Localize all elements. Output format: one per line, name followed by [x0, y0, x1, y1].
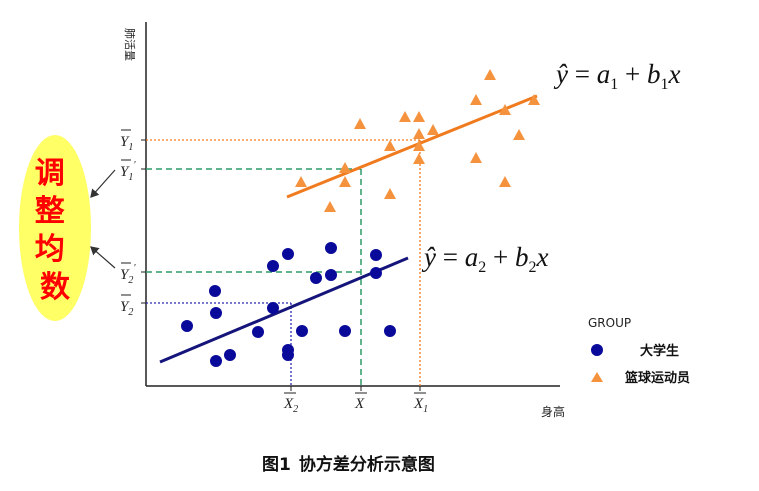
student-point: [370, 267, 382, 279]
y-axis-label: 肺活量: [123, 28, 136, 61]
y-tick-Y1: Y1: [120, 129, 133, 153]
svg-text:Y1': Y1': [120, 160, 136, 183]
athlete-points: [295, 69, 540, 212]
y-tick-labels: Y1 Y1' Y2' Y2: [120, 129, 136, 318]
athlete-point: [324, 201, 336, 212]
equation-students: ŷ = a2 + b2x: [421, 242, 548, 276]
legend-athlete-label: 篮球运动员: [624, 370, 690, 386]
student-point: [339, 325, 351, 337]
athlete-point: [413, 128, 425, 139]
student-points: [181, 242, 396, 367]
student-point: [210, 355, 222, 367]
athlete-point: [484, 69, 496, 80]
student-point: [282, 248, 294, 260]
athlete-point: [413, 140, 425, 151]
athlete-point: [528, 94, 540, 105]
athlete-point: [413, 111, 425, 122]
student-point: [282, 349, 294, 361]
svg-text:X2: X2: [283, 396, 298, 415]
x-tick-Xbar: X: [354, 392, 367, 412]
x-tick-X1: X1: [413, 392, 428, 415]
student-point: [370, 249, 382, 261]
x-tick-labels: X2 X X1: [283, 392, 428, 415]
x-axis-label: 身高: [541, 404, 565, 419]
athlete-point: [499, 104, 511, 115]
legend-title: GROUP: [588, 316, 631, 330]
y-tick-Y2-prime: Y2': [120, 262, 136, 286]
athlete-point: [339, 176, 351, 187]
athlete-point: [513, 129, 525, 140]
svg-text:X: X: [354, 396, 365, 412]
arrow-to-Y2-prime: [90, 246, 116, 269]
axes: [141, 22, 560, 391]
y-tick-Y2: Y2: [120, 294, 133, 318]
student-point: [252, 326, 264, 338]
guide-lines: [146, 139, 421, 386]
student-point: [325, 269, 337, 281]
svg-text:X1: X1: [413, 396, 428, 415]
athlete-point: [384, 188, 396, 199]
svg-text:Y2: Y2: [120, 299, 133, 318]
athlete-point: [295, 176, 307, 187]
athlete-point: [499, 176, 511, 187]
athlete-point: [470, 94, 482, 105]
legend-student-marker: [591, 344, 603, 356]
athlete-point: [470, 152, 482, 163]
athlete-point: [354, 118, 366, 129]
student-point: [209, 285, 221, 297]
yellow-ellipse: [19, 135, 91, 321]
student-point: [325, 242, 337, 254]
svg-text:Y1: Y1: [120, 134, 133, 153]
athlete-point: [399, 111, 411, 122]
legend: GROUP 大学生 篮球运动员: [588, 316, 690, 386]
x-tick-X2: X2: [283, 392, 298, 415]
athlete-point: [384, 140, 396, 151]
arrow-to-Y1-prime: [90, 169, 116, 198]
svg-text:Y2': Y2': [120, 263, 136, 286]
student-point: [384, 325, 396, 337]
regression-line-students: [159, 256, 409, 364]
y-tick-Y1-prime: Y1': [120, 159, 136, 183]
figure-caption: 图1 协方差分析示意图: [262, 454, 435, 475]
student-point: [296, 325, 308, 337]
student-point: [210, 307, 222, 319]
svg-text:调 整 均 数: 调 整 均 数: [35, 156, 75, 305]
adjusted-mean-label: 调 整 均 数: [19, 135, 91, 321]
athlete-point: [339, 162, 351, 173]
legend-student-label: 大学生: [640, 343, 679, 359]
student-point: [267, 260, 279, 272]
equation-athletes: ŷ = a1 + b1x: [553, 59, 680, 93]
student-point: [267, 302, 279, 314]
athlete-point: [413, 153, 425, 164]
legend-athlete-marker: [591, 372, 603, 382]
athlete-point: [427, 124, 439, 135]
student-point: [224, 349, 236, 361]
student-point: [181, 320, 193, 332]
student-point: [310, 272, 322, 284]
regression-line-athletes: [286, 94, 538, 199]
